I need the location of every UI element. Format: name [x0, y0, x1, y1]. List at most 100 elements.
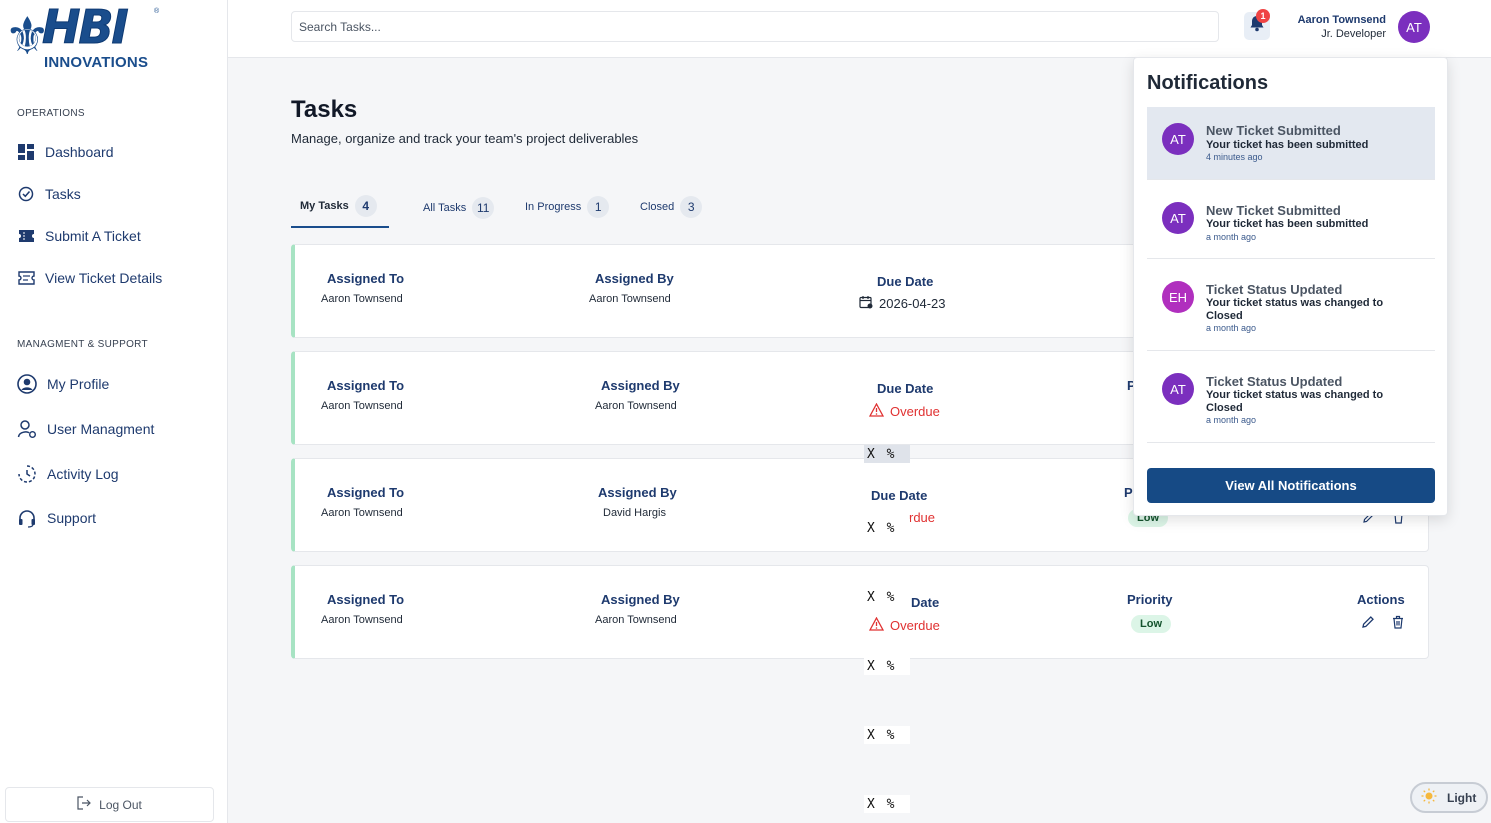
sidebar-item-activity-log[interactable]: Activity Log — [17, 463, 119, 485]
render-artifact: X % — [864, 588, 906, 606]
notification-time: a month ago — [1206, 232, 1257, 242]
brand-logo[interactable]: ⚜ HBI ® INNOVATIONS — [4, 0, 164, 72]
theme-toggle[interactable]: Light — [1410, 782, 1488, 813]
avatar: AT — [1162, 123, 1194, 155]
priority-heading-partial: P — [1124, 485, 1133, 500]
tab-count-badge: 4 — [354, 195, 377, 217]
notification-message: Your ticket status was changed to Closed — [1206, 297, 1384, 322]
page-title: Tasks — [291, 96, 358, 123]
calendar-icon — [859, 295, 873, 312]
assigned-by-heading: Assigned By — [601, 592, 680, 607]
assigned-to-heading: Assigned To — [327, 485, 405, 500]
section-label-management: MANAGMENT & SUPPORT — [17, 339, 148, 350]
notification-title: New Ticket Submitted — [1206, 123, 1341, 138]
due-date-value-partial: rdue — [909, 510, 935, 525]
tab-closed[interactable]: Closed 3 — [640, 194, 703, 220]
assigned-to-value: Aaron Townsend — [321, 614, 403, 626]
overdue-text: rdue — [909, 510, 936, 525]
warning-triangle-icon — [868, 402, 885, 420]
notification-item[interactable]: EH Ticket Status Updated Your ticket sta… — [1147, 259, 1435, 351]
user-role: Jr. Developer — [1321, 28, 1386, 40]
notification-title: Ticket Status Updated — [1206, 374, 1343, 389]
avatar[interactable]: AT — [1398, 11, 1430, 43]
tab-label: My Tasks — [300, 200, 349, 212]
avatar: AT — [1162, 373, 1194, 405]
delete-icon[interactable] — [1390, 614, 1406, 630]
assigned-by-value: Aaron Townsend — [595, 400, 677, 412]
tab-count-badge: 1 — [587, 196, 610, 218]
logout-label: Log Out — [99, 797, 142, 812]
render-artifact: X % — [864, 657, 910, 675]
notifications-panel: Notifications AT New Ticket Submitted Yo… — [1133, 57, 1448, 516]
sidebar-item-tasks[interactable]: Tasks — [17, 183, 81, 205]
due-date-value: Overdue — [868, 616, 940, 634]
assigned-to-heading: Assigned To — [327, 378, 405, 393]
sidebar-item-dashboard[interactable]: Dashboard — [17, 141, 114, 163]
fleur-de-lis-icon: ⚜ — [4, 7, 51, 67]
assigned-to-heading: Assigned To — [327, 592, 405, 607]
priority-heading: Priority — [1127, 592, 1173, 607]
view-all-notifications-button[interactable]: View All Notifications — [1147, 468, 1435, 503]
headset-icon — [17, 508, 37, 528]
assigned-by-heading: Assigned By — [595, 271, 674, 286]
overdue-text: Overdue — [890, 404, 940, 419]
avatar: AT — [1162, 202, 1194, 234]
assigned-to-value: Aaron Townsend — [321, 293, 403, 305]
due-date-value: Overdue — [868, 402, 940, 420]
notification-message: Your ticket has been submitted — [1206, 139, 1369, 151]
notification-title: Ticket Status Updated — [1206, 282, 1343, 297]
tab-all-tasks[interactable]: All Tasks 11 — [423, 195, 495, 221]
assigned-by-heading: Assigned By — [598, 485, 677, 500]
notification-item[interactable]: AT New Ticket Submitted Your ticket has … — [1147, 107, 1435, 180]
page-subtitle: Manage, organize and track your team's p… — [291, 131, 639, 146]
assigned-to-value: Aaron Townsend — [321, 400, 403, 412]
render-artifact: X % — [864, 519, 910, 537]
due-date-value: 2026-04-23 — [859, 295, 946, 312]
sidebar-item-label: View Ticket Details — [45, 270, 163, 286]
assigned-by-value: Aaron Townsend — [595, 614, 677, 626]
tab-label: Closed — [640, 201, 675, 213]
sidebar-item-my-profile[interactable]: My Profile — [17, 373, 109, 395]
notifications-title: Notifications — [1147, 72, 1269, 94]
sidebar-item-submit-ticket[interactable]: Submit A Ticket — [17, 225, 141, 247]
notification-title: New Ticket Submitted — [1206, 203, 1341, 218]
actions-heading: Actions — [1357, 592, 1405, 607]
notification-time: a month ago — [1206, 415, 1257, 425]
assigned-to-value: Aaron Townsend — [321, 507, 403, 519]
activity-log-icon — [17, 464, 37, 484]
task-card[interactable]: Assigned To Aaron Townsend Assigned By A… — [291, 565, 1429, 659]
due-date-heading: Due Date — [877, 381, 934, 396]
sidebar-item-support[interactable]: Support — [17, 507, 96, 529]
logout-button[interactable]: Log Out — [5, 787, 214, 822]
notification-time: 4 minutes ago — [1206, 152, 1263, 162]
tab-label: All Tasks — [423, 202, 467, 214]
registered-mark: ® — [154, 8, 160, 15]
tab-in-progress[interactable]: In Progress 1 — [525, 194, 610, 220]
notification-item[interactable]: AT Ticket Status Updated Your ticket sta… — [1147, 351, 1435, 443]
sidebar-item-view-ticket-details[interactable]: View Ticket Details — [17, 267, 162, 289]
profile-icon — [17, 374, 37, 394]
sidebar-item-label: Support — [47, 510, 97, 526]
ticket-details-icon — [17, 269, 35, 287]
sidebar-item-label: Activity Log — [47, 466, 119, 482]
ticket-icon — [17, 227, 35, 245]
avatar: EH — [1162, 281, 1194, 313]
notification-count-badge: 1 — [1256, 9, 1270, 23]
brand-name: HBI — [42, 0, 130, 54]
due-date-text: 2026-04-23 — [879, 296, 946, 311]
due-date-heading-partial: Date — [911, 595, 940, 610]
edit-icon[interactable] — [1360, 614, 1376, 630]
active-tab-indicator — [291, 226, 389, 228]
notification-item[interactable]: AT New Ticket Submitted Your ticket has … — [1147, 180, 1435, 259]
section-label-operations: OPERATIONS — [17, 108, 85, 119]
overdue-text: Overdue — [890, 618, 940, 633]
sidebar-item-user-management[interactable]: User Managment — [17, 418, 154, 440]
assigned-by-value: David Hargis — [603, 507, 666, 519]
search-input[interactable] — [291, 11, 1219, 42]
sidebar-item-label: Tasks — [45, 186, 81, 202]
tab-my-tasks[interactable]: My Tasks 4 — [300, 193, 377, 219]
notification-message: Your ticket status was changed to Closed — [1206, 389, 1384, 414]
tab-label: In Progress — [525, 201, 582, 213]
tab-count-badge: 3 — [680, 196, 703, 218]
dashboard-icon — [17, 143, 35, 161]
